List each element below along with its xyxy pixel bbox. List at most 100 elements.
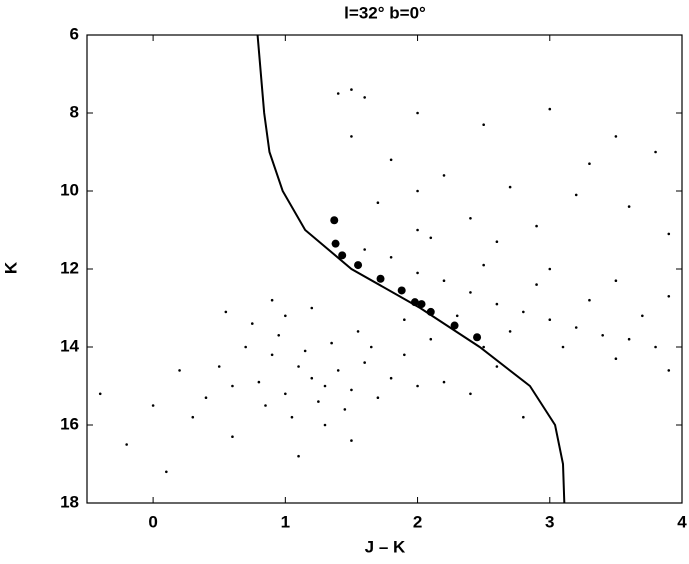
point bbox=[482, 263, 485, 267]
point bbox=[244, 345, 247, 349]
point bbox=[416, 271, 419, 275]
point bbox=[303, 349, 307, 353]
point bbox=[495, 365, 499, 368]
x-axis-label: J – K bbox=[365, 537, 406, 556]
point bbox=[450, 321, 459, 330]
point bbox=[561, 345, 565, 349]
point bbox=[338, 251, 347, 260]
point bbox=[354, 261, 363, 270]
point bbox=[217, 365, 221, 368]
point bbox=[350, 388, 353, 392]
point bbox=[667, 232, 671, 236]
point bbox=[356, 330, 360, 333]
point bbox=[297, 365, 300, 368]
point bbox=[323, 384, 327, 388]
point bbox=[330, 216, 339, 225]
chart-title: l=32° b=0° bbox=[344, 3, 426, 22]
point bbox=[376, 201, 380, 204]
y-tick-label: 8 bbox=[70, 102, 79, 121]
point bbox=[522, 415, 525, 419]
point bbox=[548, 267, 552, 271]
point bbox=[277, 334, 281, 337]
point bbox=[495, 302, 499, 306]
point bbox=[297, 454, 300, 458]
point bbox=[389, 158, 393, 162]
y-tick-label: 10 bbox=[60, 180, 79, 199]
point bbox=[98, 392, 102, 396]
point bbox=[641, 314, 644, 318]
x-tick-label: 3 bbox=[545, 512, 554, 531]
point bbox=[417, 300, 426, 309]
point bbox=[264, 404, 267, 407]
point bbox=[416, 111, 419, 115]
point bbox=[331, 239, 340, 248]
point bbox=[336, 92, 340, 95]
y-tick-label: 16 bbox=[60, 414, 79, 433]
point bbox=[310, 306, 314, 310]
point bbox=[178, 369, 181, 372]
point bbox=[614, 135, 618, 138]
point bbox=[508, 330, 512, 333]
point bbox=[627, 205, 631, 208]
point bbox=[416, 189, 419, 193]
plot-frame bbox=[86, 34, 683, 504]
point bbox=[482, 123, 485, 126]
point bbox=[482, 345, 485, 349]
point bbox=[614, 357, 618, 361]
y-tick-label: 14 bbox=[60, 336, 79, 355]
point bbox=[125, 443, 128, 446]
point bbox=[204, 396, 208, 400]
point bbox=[376, 274, 385, 283]
point bbox=[350, 88, 353, 91]
point bbox=[350, 439, 353, 442]
point bbox=[455, 314, 459, 318]
point bbox=[601, 334, 604, 337]
point bbox=[363, 248, 366, 251]
point bbox=[588, 298, 591, 302]
point bbox=[522, 310, 525, 314]
point bbox=[284, 314, 287, 318]
point bbox=[416, 228, 419, 232]
point bbox=[469, 392, 472, 396]
point bbox=[350, 135, 353, 138]
point bbox=[317, 400, 320, 403]
point bbox=[330, 341, 333, 345]
point bbox=[469, 291, 472, 294]
point bbox=[363, 361, 366, 364]
point bbox=[614, 279, 618, 283]
point bbox=[323, 423, 327, 427]
y-axis-label: K bbox=[1, 261, 20, 274]
point bbox=[165, 470, 168, 474]
point bbox=[389, 255, 393, 259]
point bbox=[442, 279, 446, 283]
point bbox=[284, 392, 287, 396]
point bbox=[376, 396, 380, 400]
point bbox=[270, 298, 274, 302]
x-tick-label: 0 bbox=[148, 512, 157, 531]
point bbox=[667, 369, 671, 372]
point bbox=[369, 345, 373, 349]
point bbox=[416, 384, 419, 388]
point bbox=[429, 337, 433, 341]
point bbox=[191, 415, 195, 419]
point bbox=[363, 96, 366, 99]
point bbox=[257, 380, 261, 384]
point bbox=[290, 415, 294, 419]
y-tick-label: 6 bbox=[70, 24, 79, 43]
point bbox=[403, 318, 406, 322]
point bbox=[574, 326, 578, 329]
point bbox=[469, 217, 472, 220]
point bbox=[627, 337, 631, 341]
point bbox=[654, 150, 657, 154]
point bbox=[231, 384, 234, 388]
point bbox=[403, 353, 406, 357]
point bbox=[151, 404, 155, 407]
x-tick-label: 4 bbox=[677, 512, 687, 531]
point bbox=[231, 435, 234, 439]
point bbox=[588, 162, 591, 165]
point bbox=[442, 174, 446, 177]
point bbox=[508, 185, 512, 189]
point bbox=[495, 240, 499, 243]
model-curve bbox=[256, 34, 566, 504]
